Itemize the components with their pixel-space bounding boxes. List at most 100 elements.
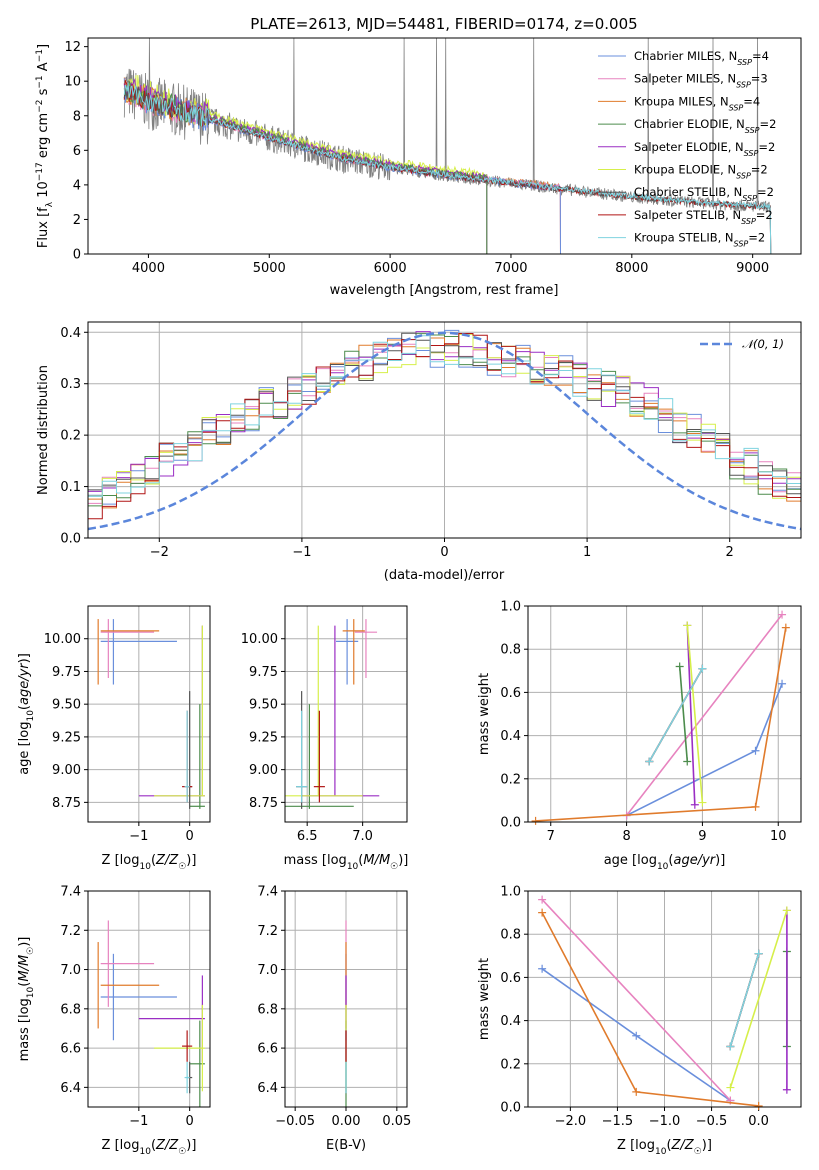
weight-line-chabrier_miles — [626, 683, 783, 817]
histogram-chabrier_miles — [88, 329, 801, 509]
y-tick-label: 7.0 — [257, 963, 278, 978]
x-tick-label: −2.0 — [555, 1114, 587, 1129]
x-axis-label: age [log10(age/yr)] — [604, 853, 726, 872]
age-vs-metallicity-panel: −1 0 8.75 9.00 9.25 9.50 9.75 10.00 Z [log10(Z/Z… — [17, 605, 211, 872]
y-tick-label: 10 — [64, 75, 81, 90]
chart-title: PLATE=2613, MJD=54481, FIBERID=0174, z=0… — [250, 15, 637, 33]
y-tick-label: 6.6 — [257, 1042, 278, 1057]
axes-frame — [87, 37, 802, 255]
weight-marker-kroupa_elodie — [782, 906, 791, 915]
y-tick-label: 7.2 — [60, 924, 81, 939]
x-tick-label: 2 — [726, 545, 734, 560]
weight-marker-kroupa_elodie — [726, 1083, 735, 1092]
weight-line-salpeter_miles — [541, 899, 731, 1102]
weight-line-salpeter_miles — [625, 614, 783, 816]
y-tick-label: 0.0 — [500, 1101, 521, 1116]
mass-vs-metallicity-panel: −1 0 6.4 6.6 6.8 7.0 7.2 7.4 Z [log10(Z/Z☉)] mass… — [17, 885, 211, 1157]
y-tick-label: 4 — [73, 178, 81, 193]
y-tick-label: 0.6 — [500, 686, 521, 701]
x-tick-label: 7 — [547, 829, 555, 844]
weight-marker-salpeter_miles — [538, 895, 547, 904]
x-tick-label: 0 — [186, 829, 194, 844]
y-tick-label: 0.4 — [60, 326, 81, 341]
x-tick-label: 0.05 — [382, 1114, 411, 1129]
weight-vs-age-panel: 7 8 9 10 0.0 0.2 0.4 0.6 0.8 1.0 age [log10(age/yr… — [477, 600, 802, 872]
y-tick-label: 0.0 — [60, 532, 81, 547]
axes-frame — [527, 605, 802, 823]
y-tick-label: 10.00 — [241, 632, 278, 647]
x-tick-label: 1 — [583, 545, 591, 560]
weight-marker-chabrier_miles — [778, 679, 787, 688]
weight-marker-salpeter_elodie — [690, 800, 699, 809]
weight-marker-kroupa_elodie — [698, 798, 707, 807]
x-tick-label: 6.5 — [297, 829, 318, 844]
x-axis-label: E(B-V) — [326, 1138, 366, 1153]
y-tick-label: 0.6 — [500, 971, 521, 986]
y-tick-label: 0 — [73, 248, 81, 263]
weight-marker-salpeter_elodie — [782, 1085, 791, 1094]
weight-marker-kroupa_stelib — [698, 664, 707, 673]
x-tick-label: 0.0 — [748, 1114, 769, 1129]
weight-marker-kroupa_miles — [751, 802, 760, 811]
y-axis-label: mass [log10(M/M☉)] — [17, 937, 36, 1062]
weight-marker-chabrier_miles — [751, 746, 760, 755]
y-tick-label: 7.4 — [60, 885, 81, 900]
x-tick-label: −0.05 — [275, 1114, 315, 1129]
axes-frame — [87, 890, 211, 1108]
y-tick-label: 9.75 — [249, 665, 278, 680]
x-tick-label: 0.00 — [332, 1114, 361, 1129]
gaussian-curve — [88, 331, 801, 531]
x-tick-label: −1 — [129, 1114, 148, 1129]
y-tick-label: 10.00 — [44, 632, 81, 647]
y-tick-label: 0.2 — [60, 429, 81, 444]
x-tick-label: −1 — [292, 545, 311, 560]
mass-vs-ebv-panel: −0.05 0.00 0.05 6.4 6.6 6.8 7.0 7.2 7.4 E(B-V) — [257, 885, 411, 1154]
legend-label: Salpeter MILES, NSSP=3 — [634, 72, 768, 90]
axes-frame — [87, 605, 211, 823]
y-tick-label: 9.25 — [52, 730, 81, 745]
y-tick-label: 9.50 — [249, 698, 278, 713]
y-tick-label: 9.75 — [52, 665, 81, 680]
weight-marker-chabrier_elodie — [683, 757, 692, 766]
weight-line-kroupa_miles — [535, 627, 787, 822]
x-tick-label: 5000 — [253, 261, 286, 276]
y-tick-label: 1.0 — [500, 600, 521, 615]
weight-line-kroupa_elodie — [686, 625, 704, 803]
y-tick-label: 0.3 — [60, 377, 81, 392]
x-axis-label: Z [log10(Z/Z☉)] — [617, 1138, 712, 1157]
legend-label: Salpeter ELODIE, NSSP=2 — [634, 140, 775, 158]
legend-label: Kroupa STELIB, NSSP=2 — [634, 231, 765, 249]
weight-line-kroupa_miles — [541, 912, 759, 1107]
y-axis-label: age [log10(age/yr)] — [17, 653, 36, 775]
x-axis-label: Z [log10(Z/Z☉)] — [102, 1138, 197, 1157]
legend-label: Chabrier ELODIE, NSSP=2 — [634, 117, 776, 135]
histogram-salpeter_stelib — [88, 333, 801, 520]
weight-marker-chabrier_elodie — [675, 662, 684, 671]
y-tick-label: 6.8 — [60, 1002, 81, 1017]
axes-frame — [284, 605, 408, 823]
y-tick-label: 0.4 — [500, 729, 521, 744]
y-tick-label: 6.6 — [60, 1042, 81, 1057]
model-kroupa_stelib — [123, 82, 772, 254]
y-axis-label: Normed distribution — [36, 365, 51, 495]
weight-line-salpeter_elodie — [686, 625, 696, 805]
y-tick-label: 0.2 — [500, 772, 521, 787]
y-tick-label: 8.75 — [249, 796, 278, 811]
y-tick-label: 0.8 — [500, 928, 521, 943]
axes-frame — [87, 321, 802, 539]
y-axis-label: mass weight — [477, 673, 492, 755]
weight-line-kroupa_elodie — [729, 910, 788, 1088]
legend-label: 𝒩(0, 1) — [742, 337, 784, 351]
x-tick-label: 8000 — [615, 261, 648, 276]
weight-vs-metallicity-panel: −2.0 −1.5 −1.0 −0.5 0.0 0.0 0.2 0.4 0.6 0.8 1.0 Z [… — [477, 885, 802, 1157]
axes-frame — [527, 890, 802, 1108]
weight-marker-kroupa_miles — [754, 1101, 763, 1110]
x-tick-label: 7000 — [494, 261, 527, 276]
weight-line-kroupa_stelib — [648, 668, 704, 762]
x-axis-label: Z [log10(Z/Z☉)] — [102, 853, 197, 872]
y-tick-label: 2 — [73, 213, 81, 228]
x-tick-label: 8 — [622, 829, 630, 844]
weight-marker-salpeter_miles — [778, 610, 787, 619]
x-tick-label: 10 — [770, 829, 787, 844]
